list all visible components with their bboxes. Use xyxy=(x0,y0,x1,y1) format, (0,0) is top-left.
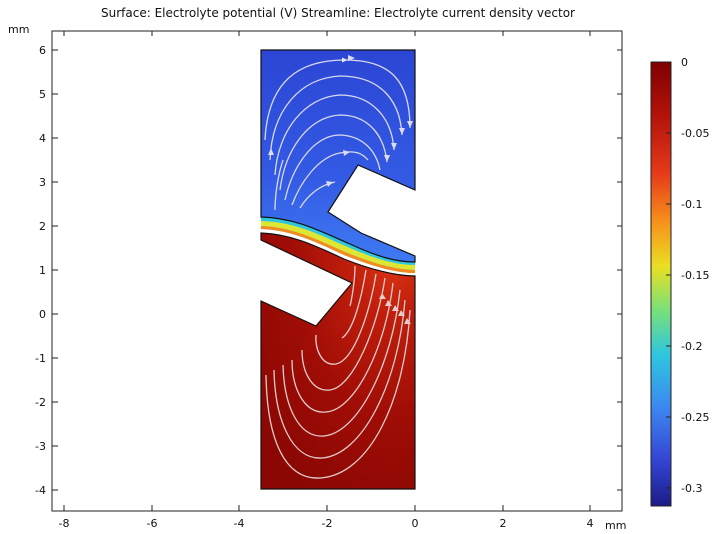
y-tick-label: 2 xyxy=(39,220,46,233)
y-tick-label: 6 xyxy=(39,44,46,57)
x-unit-label: mm xyxy=(605,519,626,532)
colorbar-label: -0.1 xyxy=(681,198,702,211)
y-tick-label: -4 xyxy=(35,484,46,497)
colorbar-label: 0 xyxy=(681,56,688,69)
interface-band-low xyxy=(261,226,415,273)
colorbar: 0 -0.05 -0.1 -0.15 -0.2 -0.25 -0.3 xyxy=(650,56,709,507)
colorbar-label: -0.15 xyxy=(681,269,709,282)
y-tick-label: -1 xyxy=(35,352,46,365)
colorbar-label: -0.05 xyxy=(681,127,709,140)
streamline xyxy=(282,289,401,437)
arrowhead xyxy=(398,310,405,316)
x-tick-label: -8 xyxy=(59,517,70,530)
y-unit-label: mm xyxy=(8,23,29,36)
arrowhead xyxy=(379,293,386,299)
streamline xyxy=(265,309,411,479)
streamline xyxy=(301,277,386,391)
arrowhead xyxy=(407,121,413,128)
y-tick-label: 5 xyxy=(39,88,46,101)
y-tick-label: -2 xyxy=(35,396,46,409)
streamline xyxy=(341,269,367,339)
colorbar-gradient xyxy=(650,61,672,507)
streamline xyxy=(279,114,388,191)
interface-band-mid xyxy=(261,221,415,270)
y-tick-label: -3 xyxy=(35,440,46,453)
arrowhead xyxy=(399,128,405,135)
arrowhead xyxy=(404,318,411,324)
y-tick-label: 1 xyxy=(39,264,46,277)
upper-stream-arrows xyxy=(268,55,413,187)
lower-streamlines xyxy=(265,265,411,479)
colorbar-label: -0.25 xyxy=(681,411,709,424)
arrowhead xyxy=(385,300,392,306)
streamline xyxy=(274,94,395,176)
arrowhead xyxy=(392,305,399,311)
y-tick-label: 4 xyxy=(39,132,46,145)
streamline xyxy=(284,134,381,201)
x-axis: -8 -6 -4 -2 0 2 4 xyxy=(59,31,594,530)
streamline xyxy=(291,151,369,206)
arrowhead xyxy=(268,148,274,155)
lower-region-outline xyxy=(260,232,416,490)
streamline xyxy=(264,57,411,141)
arrowhead xyxy=(384,155,390,162)
streamline xyxy=(291,282,394,413)
arrowhead xyxy=(391,143,397,150)
x-tick-label: 4 xyxy=(587,517,594,530)
plot-title: Surface: Electrolyte potential (V) Strea… xyxy=(101,6,575,20)
y-axis: 6 5 4 3 2 1 0 -1 -2 -3 -4 xyxy=(35,44,622,497)
colorbar-label: -0.2 xyxy=(681,340,702,353)
arrowhead xyxy=(343,150,350,156)
colorbar-label: -0.3 xyxy=(681,482,702,495)
lower-stream-arrows xyxy=(379,293,411,324)
x-tick-label: 2 xyxy=(500,517,507,530)
streamline xyxy=(274,159,284,211)
x-tick-label: -6 xyxy=(147,517,158,530)
upper-region-outline xyxy=(260,49,416,263)
streamline xyxy=(315,273,377,365)
streamline xyxy=(273,299,406,459)
arrowhead xyxy=(326,181,333,187)
x-tick-label: -2 xyxy=(322,517,333,530)
y-tick-label: 0 xyxy=(39,308,46,321)
y-tick-label: 3 xyxy=(39,176,46,189)
x-tick-label: -4 xyxy=(234,517,245,530)
streamline xyxy=(269,75,403,161)
upper-electrolyte-region xyxy=(261,50,415,262)
arrowhead xyxy=(348,55,355,61)
streamline xyxy=(349,265,356,307)
x-tick-label: 0 xyxy=(412,517,419,530)
